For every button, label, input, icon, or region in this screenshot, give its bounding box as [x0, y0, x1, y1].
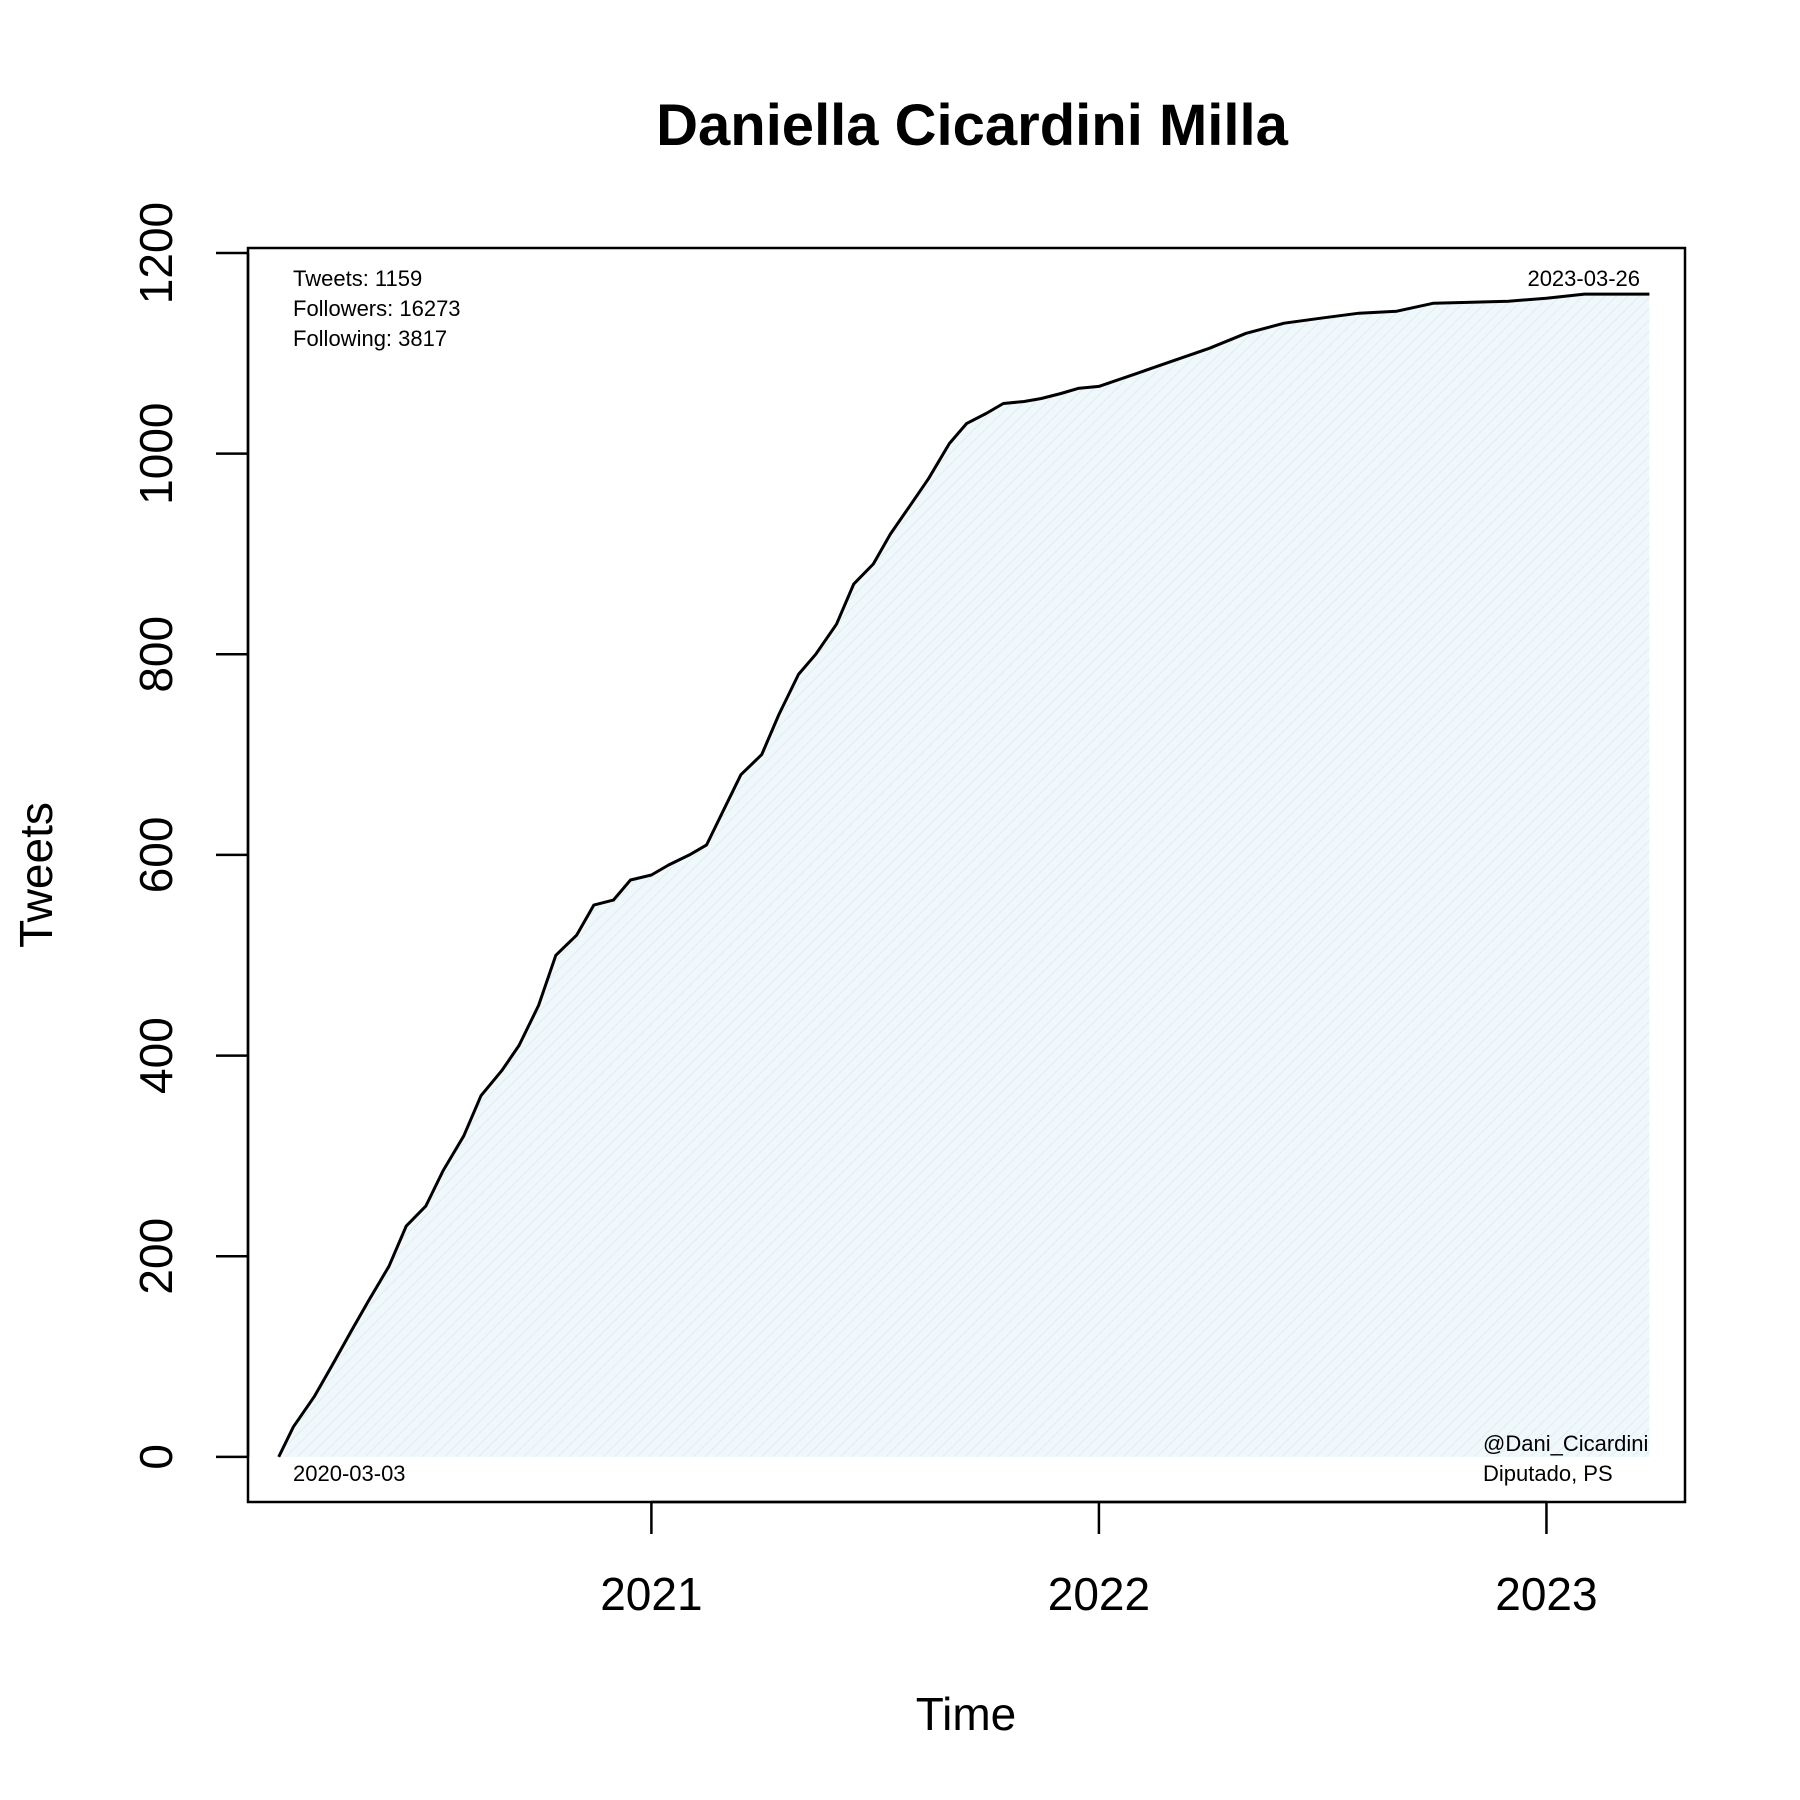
account-handle: @Dani_Cicardini: [1483, 1431, 1648, 1456]
area-fill-layer: [278, 294, 1650, 1457]
cumulative-line-layer: [277, 292, 1650, 1458]
y-axis-title: Tweets: [10, 802, 62, 948]
x-axis-title: Time: [916, 1688, 1017, 1740]
stat-following: Following: 3817: [293, 326, 447, 351]
x-tick-label: 2021: [600, 1568, 702, 1620]
y-tick-label: 400: [130, 1017, 182, 1094]
account-role: Diputado, PS: [1483, 1461, 1613, 1486]
cumulative-tweets-line: [277, 292, 1650, 1458]
y-tick-label: 200: [130, 1218, 182, 1295]
x-axis: 2021 2022 2023: [600, 1500, 1598, 1620]
y-tick-label: 1200: [130, 202, 182, 304]
stat-tweets: Tweets: 1159: [293, 266, 422, 291]
stats-block: Tweets: 1159 Followers: 16273 Following:…: [293, 266, 461, 351]
end-date-label: 2023-03-26: [1527, 266, 1640, 291]
y-tick-label: 1000: [130, 402, 182, 504]
cumulative-area: [278, 294, 1650, 1457]
x-tick-label: 2022: [1048, 1568, 1150, 1620]
start-date-label: 2020-03-03: [293, 1461, 406, 1486]
stat-followers: Followers: 16273: [293, 296, 461, 321]
chart-title: Daniella Cicardini Milla: [656, 93, 1288, 158]
y-tick-label: 800: [130, 616, 182, 693]
y-tick-label: 0: [130, 1444, 182, 1470]
y-tick-label: 600: [130, 817, 182, 894]
x-tick-label: 2023: [1495, 1568, 1597, 1620]
y-axis: 0 200 400 600 800 1000 1200: [130, 202, 250, 1470]
